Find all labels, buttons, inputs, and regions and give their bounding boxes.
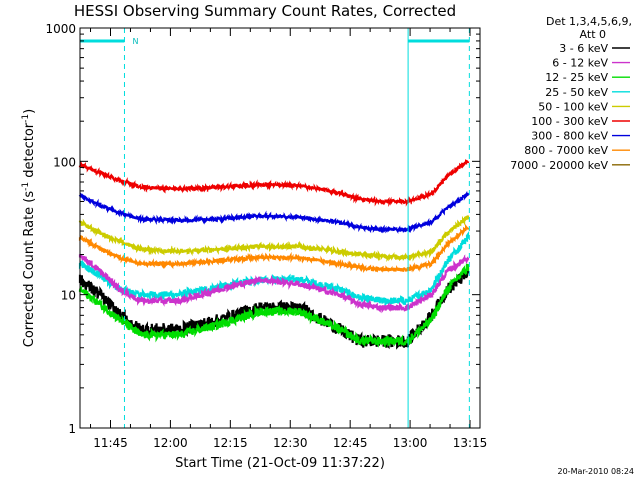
footer-date: 20-Mar-2010 08:24	[558, 467, 635, 476]
x-tick-label: 12:00	[153, 436, 188, 450]
legend-entry-label: 6 - 12 keV	[552, 57, 608, 70]
y-axis-label: Corrected Count Rate (s-1 detector-1)	[21, 109, 37, 347]
chart-title: HESSI Observing Summary Count Rates, Cor…	[74, 2, 456, 20]
x-tick-label: 11:45	[93, 436, 128, 450]
legend-entry-label: 50 - 100 keV	[538, 100, 608, 113]
series-line-12-25-keV	[78, 263, 470, 349]
legend-entry-label: 7000 - 20000 keV	[510, 159, 608, 172]
x-axis-label: Start Time (21-Oct-09 11:37:22)	[175, 456, 385, 471]
legend-entry-label: 300 - 800 keV	[531, 130, 608, 143]
series-line-25-50-keV	[78, 230, 470, 308]
x-tick-label: 12:45	[333, 436, 368, 450]
legend-entry-label: 3 - 6 keV	[559, 42, 608, 55]
y-tick-label: 1000	[45, 22, 76, 36]
series-line-6-12-keV	[78, 253, 470, 314]
legend-header-line2: Att 0	[580, 28, 606, 41]
x-tick-label: 12:15	[213, 436, 248, 450]
legend-header-line1: Det 1,3,4,5,6,9,	[546, 15, 632, 28]
series-line-100-300-keV	[78, 159, 470, 207]
x-tick-label: 12:30	[273, 436, 308, 450]
legend-entry-label: 100 - 300 keV	[531, 115, 608, 128]
series-line-50-100-keV	[78, 214, 470, 263]
series-line-800-7000-keV	[78, 223, 470, 274]
series-line-300-800-keV	[78, 190, 470, 234]
night-marker-label: N	[132, 37, 138, 46]
y-tick-label: 10	[61, 289, 76, 303]
axis-ticks: 11:45 12:00 12:15 12:30 12:45 13:00 13:15 1 10 10…	[45, 22, 487, 450]
x-tick-label: 13:00	[393, 436, 428, 450]
y-tick-label: 1	[68, 422, 76, 436]
plot-area: N	[78, 28, 470, 428]
x-tick-label: 13:15	[453, 436, 488, 450]
y-tick-label: 100	[53, 155, 76, 169]
legend-entry-label: 25 - 50 keV	[545, 86, 608, 99]
plot-frame	[79, 27, 481, 429]
legend-entry-label: 12 - 25 keV	[545, 71, 608, 84]
legend-entry-label: 800 - 7000 keV	[524, 144, 608, 157]
